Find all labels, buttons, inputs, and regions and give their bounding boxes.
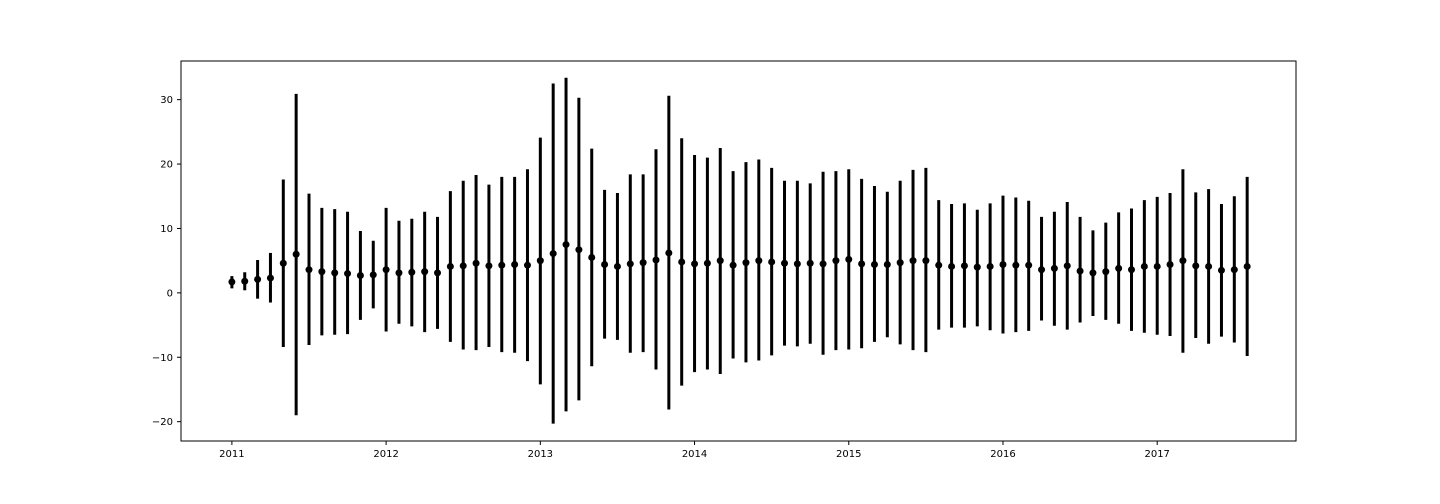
mean-marker [768,258,776,266]
mean-marker [948,262,956,270]
mean-marker [729,261,737,269]
mean-marker [986,262,994,270]
y-tick-label: −10 [152,353,173,364]
mean-marker [1063,262,1071,270]
y-tick-label: 30 [160,95,173,106]
mean-marker [382,266,390,274]
mean-marker [1089,269,1097,277]
plot-frame [180,60,1297,442]
mean-marker [228,278,236,286]
mean-marker [1140,262,1148,270]
mean-marker [806,259,814,267]
mean-marker [716,257,724,265]
mean-marker [922,257,930,265]
mean-marker [781,259,789,267]
x-tick-label: 2011 [219,449,244,460]
mean-marker [652,256,660,264]
mean-marker [1205,262,1213,270]
mean-marker [395,269,403,277]
mean-marker [331,269,339,277]
mean-marker [523,261,531,269]
mean-marker [703,259,711,267]
mean-marker [266,274,274,282]
y-tick-label: 10 [160,224,173,235]
axis-ticks: 2011 2012 2013 2014 2015 2016 2017 30 20 10 0 −10 −2… [152,95,1170,460]
mean-marker [459,262,467,270]
errorbar-series [228,77,1251,424]
mean-marker [588,253,596,261]
mean-marker [305,266,313,274]
mean-marker [241,277,249,285]
mean-marker [1230,266,1238,274]
mean-marker [1243,262,1251,270]
mean-marker [421,268,429,276]
mean-marker [1217,266,1225,274]
mean-marker [909,257,917,265]
mean-marker [755,257,763,265]
mean-marker [434,269,442,277]
mean-marker [883,261,891,269]
mean-marker [472,259,480,267]
mean-marker [1012,261,1020,269]
mean-marker [356,271,364,279]
mean-marker [1153,262,1161,270]
plot-background [181,61,1296,441]
x-tick-label: 2015 [836,449,861,460]
mean-marker [639,259,647,267]
mean-marker [1179,257,1187,265]
x-tick-label: 2013 [528,449,553,460]
mean-marker [1050,264,1058,272]
mean-marker [691,260,699,268]
mean-marker [845,255,853,263]
x-tick-label: 2012 [373,449,398,460]
mean-marker [485,262,493,270]
mean-marker [292,250,300,258]
y-tick-label: 0 [167,288,173,299]
mean-marker [446,262,454,270]
mean-marker [793,260,801,268]
mean-marker [1025,261,1033,269]
mean-marker [511,261,519,269]
mean-marker [254,275,262,283]
mean-marker [318,268,326,276]
mean-marker [678,258,686,266]
x-tick-label: 2017 [1144,449,1169,460]
mean-marker [832,257,840,265]
mean-marker [1038,266,1046,274]
mean-marker [960,262,968,270]
y-tick-label: 20 [160,160,173,171]
mean-marker [575,246,583,254]
x-tick-label: 2016 [990,449,1015,460]
mean-marker [601,261,609,269]
mean-marker [999,261,1007,269]
y-tick-label: −20 [152,417,173,428]
mean-marker [626,260,634,268]
mean-marker [870,261,878,269]
mean-marker [742,259,750,267]
mean-marker [498,261,506,269]
mean-marker [1076,267,1084,275]
mean-marker [549,250,557,258]
mean-marker [1102,268,1110,276]
mean-marker [973,263,981,271]
mean-marker [819,260,827,268]
mean-marker [344,270,352,278]
mean-marker [896,259,904,267]
mean-marker [279,259,287,267]
mean-marker [369,271,377,279]
mean-marker [665,249,673,257]
mean-marker [408,268,416,276]
mean-marker [1192,262,1200,270]
x-tick-label: 2014 [682,449,707,460]
mean-marker [1128,266,1136,274]
mean-marker [858,260,866,268]
mean-marker [536,257,544,265]
mean-marker [613,262,621,270]
mean-marker [562,241,570,249]
mean-marker [1166,261,1174,269]
mean-marker [1115,264,1123,272]
mean-marker [935,261,943,269]
